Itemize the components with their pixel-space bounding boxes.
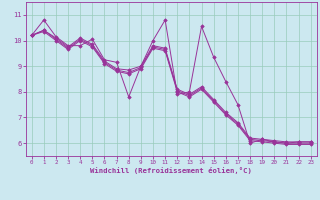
X-axis label: Windchill (Refroidissement éolien,°C): Windchill (Refroidissement éolien,°C) <box>90 167 252 174</box>
